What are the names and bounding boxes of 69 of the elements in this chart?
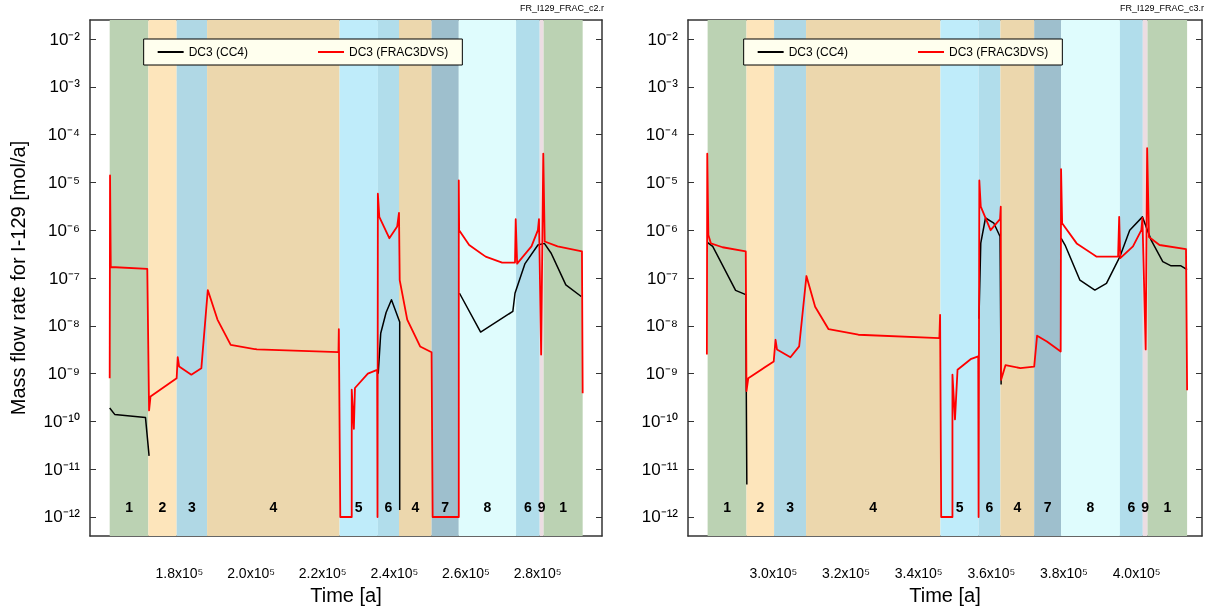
x-axis-title: Time [a]: [310, 583, 382, 606]
y-tick-label: 10⁻¹¹: [641, 459, 679, 479]
x-tick-label: 3.6x10⁵: [967, 565, 1016, 581]
y-tick-label: 10⁻³: [49, 77, 81, 97]
band-label: 3: [187, 499, 196, 515]
y-tick-label: 10⁻⁶: [48, 220, 80, 240]
band-label: 4: [411, 499, 420, 515]
x-tick-label: 3.8x10⁵: [1040, 565, 1088, 581]
y-tick-label: 10⁻⁸: [47, 316, 80, 336]
x-tick-label: 4.0x10⁵: [1112, 565, 1161, 581]
band-label: 7: [1043, 499, 1052, 515]
y-tick-label: 10⁻⁷: [48, 268, 80, 288]
band-label: 1: [1163, 499, 1172, 515]
y-tick-label: 10⁻⁸: [645, 316, 678, 336]
x-tick-label: 2.0x10⁵: [227, 565, 276, 581]
line-series: [705, 147, 1189, 518]
band-label: 4: [269, 499, 278, 515]
x-tick-label: 1.8x10⁵: [155, 565, 204, 581]
legend-label: DC3 (FRAC3DVS): [349, 45, 449, 59]
band-label: 9: [537, 499, 546, 515]
x-tick-label: 3.4x10⁵: [894, 565, 943, 581]
y-tick-label: 10⁻²: [647, 29, 679, 49]
text: FR_I129_FRAC_c2.r: [519, 2, 605, 13]
y-tick-label: 10⁻¹²: [43, 507, 81, 527]
y-tick-label: 10⁻⁴: [645, 125, 678, 145]
band-label: 1: [723, 499, 732, 515]
band-label: 2: [158, 499, 167, 515]
band-label: 8: [483, 499, 492, 515]
band-label: 1: [125, 499, 134, 515]
band-label: 6: [384, 499, 393, 515]
band-label: 5: [955, 499, 964, 515]
x-tick-label: 3.2x10⁵: [822, 565, 870, 581]
band-label: 9: [1141, 499, 1150, 515]
y-tick-label: 10⁻¹²: [641, 507, 679, 527]
y-tick-label: 10⁻⁷: [646, 268, 678, 288]
band-label: 7: [441, 499, 450, 515]
y-tick-label: 10⁻¹⁰: [43, 411, 80, 431]
y-axis-title: Mass flow rate for I-129 [mol/a]: [7, 140, 29, 416]
band-label: 3: [786, 499, 795, 515]
band-label: 4: [869, 499, 878, 515]
band-label: 6: [1127, 499, 1136, 515]
x-tick-label: 2.2x10⁵: [298, 565, 347, 581]
x-axis-title: Time [a]: [909, 583, 981, 606]
y-tick-label: 10⁻²: [49, 29, 81, 49]
band-label: 6: [523, 499, 532, 515]
band-label: 8: [1086, 499, 1095, 515]
y-tick-label: 10⁻⁹: [47, 364, 80, 384]
y-tick-label: 10⁻⁵: [48, 172, 80, 192]
y-tick-label: 10⁻⁶: [646, 220, 678, 240]
legend-label: DC3 (FRAC3DVS): [949, 45, 1049, 59]
legend-label: DC3 (CC4): [188, 45, 248, 59]
band-label: 5: [354, 499, 363, 515]
x-tick-label: 2.4x10⁵: [370, 565, 419, 581]
y-tick-label: 10⁻⁹: [645, 364, 678, 384]
line-series: [108, 152, 584, 518]
band-label: 6: [985, 499, 994, 515]
y-tick-label: 10⁻³: [647, 77, 679, 97]
y-tick-label: 10⁻⁵: [646, 172, 678, 192]
y-tick-label: 10⁻¹¹: [43, 459, 81, 479]
x-tick-label: 2.6x10⁵: [442, 565, 490, 581]
band-label: 2: [756, 499, 765, 515]
band-label: 1: [559, 499, 568, 515]
y-tick-label: 10⁻¹⁰: [641, 411, 678, 431]
y-tick-label: 10⁻⁴: [47, 125, 80, 145]
legend-label: DC3 (CC4): [788, 45, 848, 59]
x-tick-label: 2.8x10⁵: [513, 565, 562, 581]
x-tick-label: 3.0x10⁵: [749, 565, 798, 581]
text: FR_I129_FRAC_c3.r: [1119, 2, 1205, 13]
band-label: 4: [1013, 499, 1022, 515]
